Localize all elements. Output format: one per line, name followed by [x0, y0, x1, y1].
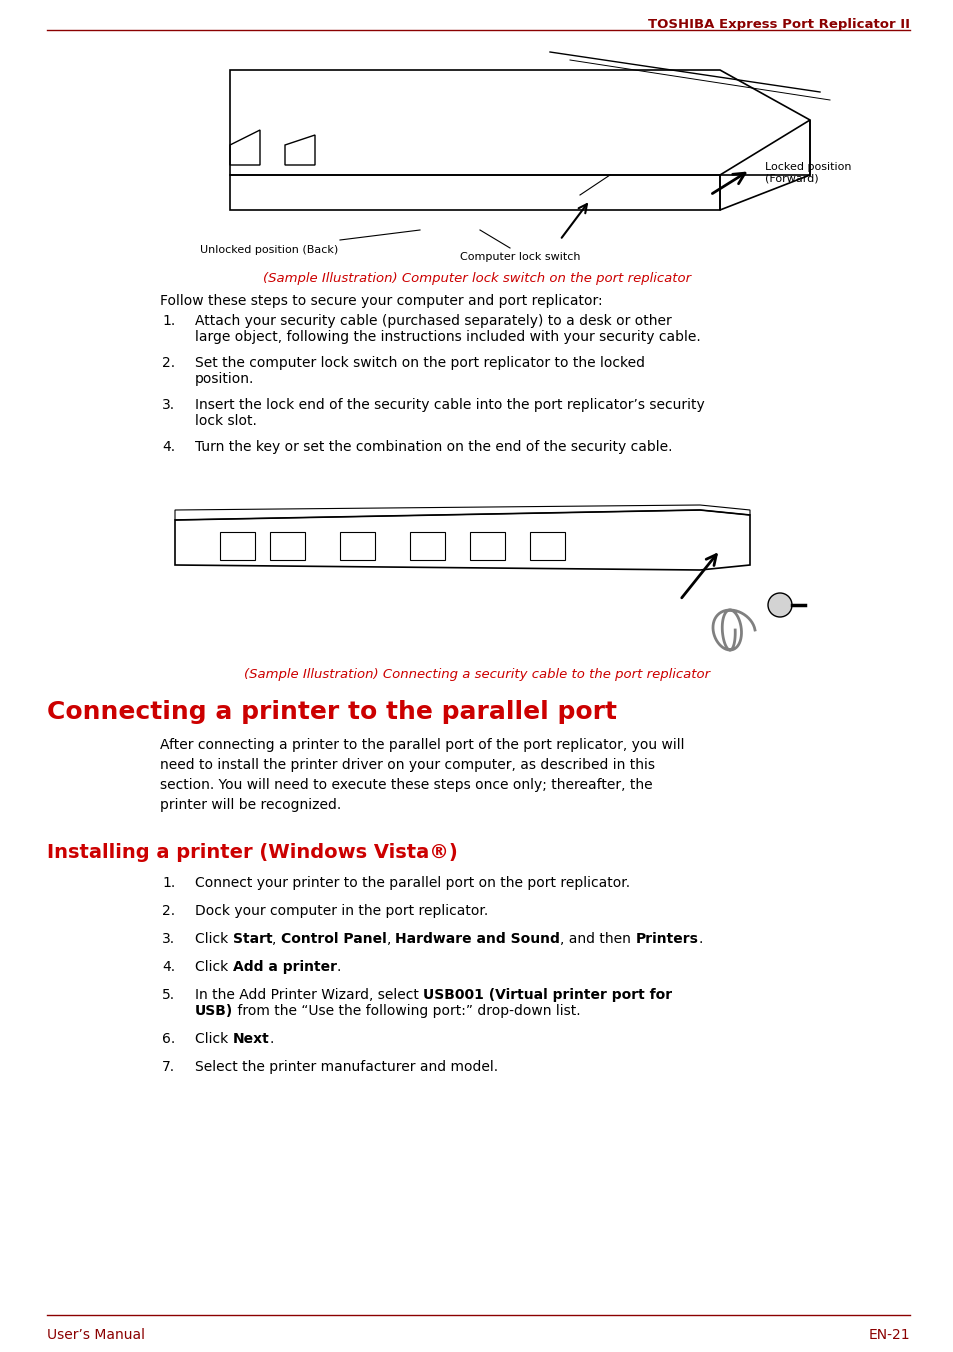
- Bar: [160, 42, 829, 265]
- Text: Start: Start: [233, 932, 272, 946]
- Text: .: .: [698, 932, 702, 946]
- Text: 7.: 7.: [162, 1060, 175, 1073]
- Text: Computer lock switch: Computer lock switch: [459, 251, 579, 262]
- Text: 3.: 3.: [162, 932, 175, 946]
- Text: Follow these steps to secure your computer and port replicator:: Follow these steps to secure your comput…: [160, 293, 602, 308]
- Text: Control Panel: Control Panel: [281, 932, 386, 946]
- Text: Insert the lock end of the security cable into the port replicator’s security
lo: Insert the lock end of the security cabl…: [194, 397, 704, 429]
- Text: Connecting a printer to the parallel port: Connecting a printer to the parallel por…: [47, 700, 617, 725]
- Text: 6.: 6.: [162, 1032, 175, 1046]
- Text: Click: Click: [194, 960, 233, 973]
- Text: Hardware and Sound: Hardware and Sound: [395, 932, 559, 946]
- Circle shape: [767, 594, 791, 617]
- Text: Dock your computer in the port replicator.: Dock your computer in the port replicato…: [194, 904, 488, 918]
- Text: Attach your security cable (purchased separately) to a desk or other
large objec: Attach your security cable (purchased se…: [194, 314, 700, 345]
- Bar: [470, 531, 504, 560]
- Text: Turn the key or set the combination on the end of the security cable.: Turn the key or set the combination on t…: [194, 439, 672, 454]
- Bar: [530, 531, 564, 560]
- Text: , and then: , and then: [559, 932, 635, 946]
- Bar: [220, 531, 254, 560]
- Text: Installing a printer (Windows Vista®): Installing a printer (Windows Vista®): [47, 844, 457, 863]
- Text: 1.: 1.: [162, 876, 175, 890]
- Text: 2.: 2.: [162, 904, 175, 918]
- Text: Click: Click: [194, 1032, 233, 1046]
- Text: Unlocked position (Back): Unlocked position (Back): [200, 245, 338, 256]
- Text: 5.: 5.: [162, 988, 175, 1002]
- Text: .: .: [269, 1032, 274, 1046]
- Text: User’s Manual: User’s Manual: [47, 1328, 145, 1343]
- Text: from the “Use the following port:” drop-down list.: from the “Use the following port:” drop-…: [233, 1005, 580, 1018]
- Text: ,: ,: [386, 932, 395, 946]
- Text: EN-21: EN-21: [867, 1328, 909, 1343]
- Text: Printers: Printers: [635, 932, 698, 946]
- Text: After connecting a printer to the parallel port of the port replicator, you will: After connecting a printer to the parall…: [160, 738, 684, 813]
- Bar: [160, 489, 820, 660]
- Text: Locked position
(Forward): Locked position (Forward): [764, 162, 851, 184]
- Text: 3.: 3.: [162, 397, 175, 412]
- Text: .: .: [336, 960, 340, 973]
- Text: USB001 (Virtual printer port for: USB001 (Virtual printer port for: [423, 988, 672, 1002]
- Text: 4.: 4.: [162, 439, 175, 454]
- Text: Add a printer: Add a printer: [233, 960, 336, 973]
- Text: In the Add Printer Wizard, select: In the Add Printer Wizard, select: [194, 988, 423, 1002]
- Text: Click: Click: [194, 932, 233, 946]
- Text: 4.: 4.: [162, 960, 175, 973]
- Text: Select the printer manufacturer and model.: Select the printer manufacturer and mode…: [194, 1060, 497, 1073]
- Bar: [410, 531, 444, 560]
- Text: Set the computer lock switch on the port replicator to the locked
position.: Set the computer lock switch on the port…: [194, 356, 644, 387]
- Text: 1.: 1.: [162, 314, 175, 329]
- Text: ,: ,: [272, 932, 281, 946]
- Text: (Sample Illustration) Connecting a security cable to the port replicator: (Sample Illustration) Connecting a secur…: [244, 668, 709, 681]
- Bar: [339, 531, 375, 560]
- Text: TOSHIBA Express Port Replicator II: TOSHIBA Express Port Replicator II: [647, 18, 909, 31]
- Text: 2.: 2.: [162, 356, 175, 370]
- Text: Next: Next: [233, 1032, 269, 1046]
- Text: (Sample Illustration) Computer lock switch on the port replicator: (Sample Illustration) Computer lock swit…: [263, 272, 690, 285]
- Bar: [270, 531, 305, 560]
- Text: Connect your printer to the parallel port on the port replicator.: Connect your printer to the parallel por…: [194, 876, 630, 890]
- Text: USB): USB): [194, 1005, 233, 1018]
